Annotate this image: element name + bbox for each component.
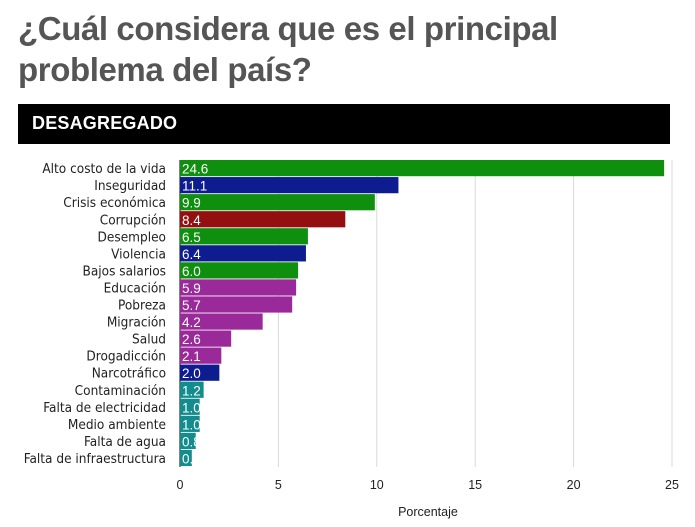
data-label: 1.0 <box>182 417 201 432</box>
chart-title: ¿Cuál considera que es el principal prob… <box>18 10 558 88</box>
category-label: Inseguridad <box>94 178 166 194</box>
data-label: 11.1 <box>182 179 207 194</box>
category-label: Pobreza <box>118 298 166 314</box>
data-label: 24.6 <box>182 162 208 177</box>
category-label: Educación <box>104 280 166 296</box>
data-label: 8.4 <box>182 213 201 228</box>
data-label: 5.9 <box>182 281 201 296</box>
category-label: Narcotráfico <box>92 366 166 382</box>
data-label: 2.1 <box>182 349 201 364</box>
category-label: Falta de agua <box>84 434 166 450</box>
section-banner: DESAGREGADO <box>18 104 670 144</box>
bar <box>180 381 204 398</box>
category-label: Medio ambiente <box>68 417 166 433</box>
bar <box>180 177 399 194</box>
bar <box>180 330 232 347</box>
bar <box>180 245 306 262</box>
x-tick-label: 15 <box>468 478 482 492</box>
bar <box>180 432 196 449</box>
tick-labels: 0 5 10 15 20 25 <box>177 478 679 492</box>
data-label: 4.2 <box>182 315 201 330</box>
data-label: 6.4 <box>182 247 201 262</box>
data-labels: 24.6 11.1 9.9 8.4 6.5 6.4 6.0 5.9 5.7 4.2 2.6 2.1 2.… <box>182 162 208 467</box>
data-label: 1.2 <box>182 383 201 398</box>
bar <box>180 398 200 415</box>
bar <box>180 228 308 245</box>
category-label: Salud <box>132 332 166 348</box>
bar <box>180 364 220 381</box>
data-label: 9.9 <box>182 196 201 211</box>
bar <box>180 313 263 330</box>
bar <box>180 449 192 467</box>
bar <box>180 211 346 228</box>
bar <box>180 415 200 432</box>
category-label: Bajos salarios <box>83 263 166 279</box>
data-label: 6.5 <box>182 230 201 245</box>
category-label: Desempleo <box>98 229 166 245</box>
bar <box>180 194 375 211</box>
data-label: 2.0 <box>182 366 201 381</box>
data-label: 0.8 <box>182 434 201 449</box>
bar <box>180 347 222 364</box>
x-tick-label: 5 <box>275 478 282 492</box>
bar <box>180 279 297 296</box>
data-label: 6.0 <box>182 264 201 279</box>
data-label: 0.6 <box>182 451 201 466</box>
data-label: 1.0 <box>182 400 201 415</box>
x-axis-label: Porcentaje <box>398 505 458 519</box>
category-label: Falta de infraestructura <box>24 451 166 467</box>
category-label: Violencia <box>111 246 166 262</box>
bar <box>180 160 665 177</box>
banner-label: DESAGREGADO <box>32 113 178 133</box>
data-label: 5.7 <box>182 298 201 313</box>
x-tick-label: 20 <box>567 478 581 492</box>
bar <box>180 296 293 313</box>
category-label: Alto costo de la vida <box>42 161 166 177</box>
data-label: 2.6 <box>182 332 201 347</box>
category-label: Crisis económica <box>63 195 166 211</box>
x-tick-label: 10 <box>370 478 384 492</box>
category-label: Corrupción <box>100 212 166 228</box>
bars <box>180 160 665 467</box>
category-label: Contaminación <box>75 383 166 399</box>
category-label: Falta de electricidad <box>43 400 166 416</box>
category-label: Drogadicción <box>86 349 166 365</box>
category-label: Migración <box>107 315 166 331</box>
bar <box>180 262 299 279</box>
x-tick-label: 25 <box>665 478 679 492</box>
x-tick-label: 0 <box>177 478 184 492</box>
